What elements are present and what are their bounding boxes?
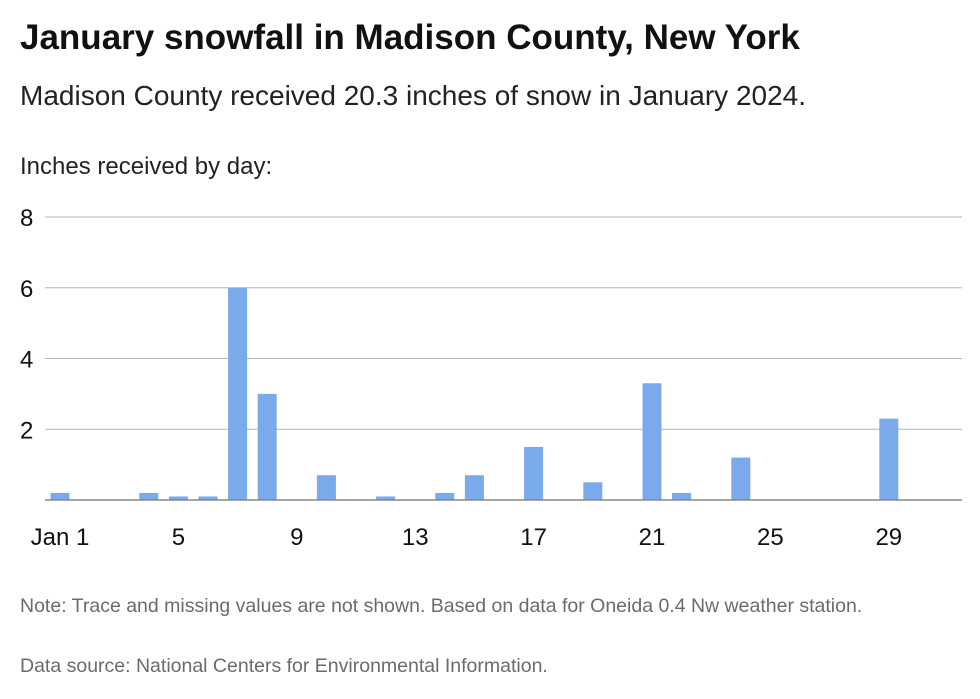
y-tick-label: 4 <box>20 347 33 374</box>
x-tick-label: 13 <box>402 524 429 551</box>
y-ticks: 2 4 6 8 <box>20 205 33 444</box>
y-tick-label: 2 <box>20 417 33 444</box>
x-tick-label: 21 <box>639 524 666 551</box>
data-source: Data source: National Centers for Enviro… <box>20 655 548 677</box>
bar-day-6 <box>198 496 218 500</box>
bars <box>50 287 899 500</box>
bar-day-29 <box>879 418 899 500</box>
bar-day-19 <box>583 482 603 500</box>
y-tick-label: 6 <box>20 276 33 303</box>
bar-day-21 <box>642 383 662 500</box>
x-tick-label: 25 <box>757 524 784 551</box>
x-tick-label: 5 <box>172 524 185 551</box>
x-tick-label: 9 <box>290 524 303 551</box>
x-ticks: Jan 1 5 9 13 17 21 25 29 <box>31 524 903 551</box>
y-tick-label: 8 <box>20 205 33 232</box>
y-axis-label: Inches received by day: <box>20 153 273 180</box>
bar-day-15 <box>464 475 484 500</box>
bar-day-10 <box>316 475 336 500</box>
x-tick-label: 17 <box>520 524 547 551</box>
bar-day-14 <box>435 492 455 500</box>
x-tick-label: Jan 1 <box>31 524 90 551</box>
bar-day-17 <box>524 446 544 500</box>
bar-day-12 <box>376 496 396 500</box>
bar-day-24 <box>731 457 751 500</box>
bar-day-22 <box>672 492 692 500</box>
gridlines <box>45 216 962 430</box>
chart-subtitle: Madison County received 20.3 inches of s… <box>20 80 807 111</box>
bar-day-4 <box>139 492 159 500</box>
x-tick-label: 29 <box>875 524 902 551</box>
bar-day-5 <box>168 496 188 500</box>
bar-day-7 <box>228 287 248 500</box>
bar-chart: 2 4 6 8 Jan 1 5 9 13 17 21 25 29 <box>20 205 962 551</box>
chart-note: Note: Trace and missing values are not s… <box>20 595 863 617</box>
chart-title: January snowfall in Madison County, New … <box>20 18 800 57</box>
bar-day-1 <box>50 492 70 500</box>
bar-day-8 <box>257 393 277 500</box>
